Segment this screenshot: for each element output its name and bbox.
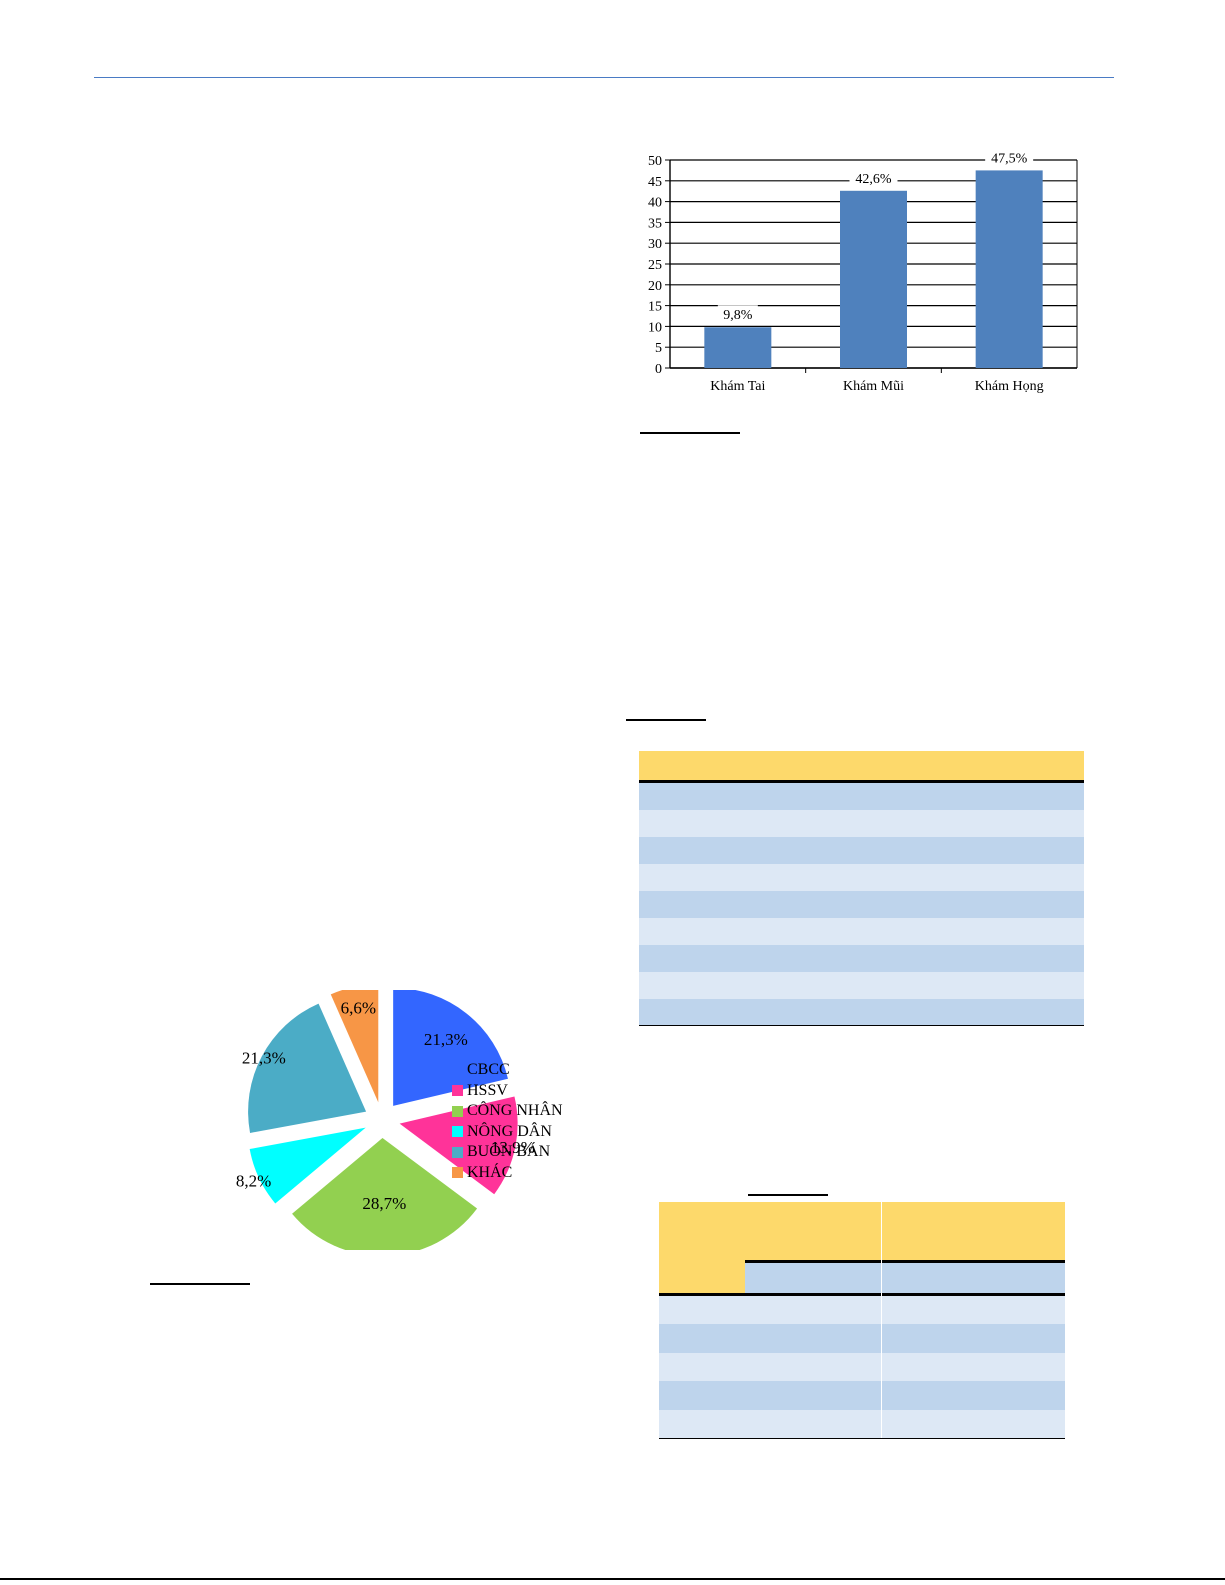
data-label: 47,5% xyxy=(991,151,1028,166)
x-tick-label: Khám Tai xyxy=(710,379,765,394)
y-tick-label: 0 xyxy=(655,362,662,377)
y-tick-label: 15 xyxy=(648,300,662,315)
y-tick-label: 10 xyxy=(648,320,662,335)
table-row xyxy=(659,1296,1065,1324)
y-tick-label: 40 xyxy=(648,196,662,211)
table-row xyxy=(639,918,1084,945)
pie-slice xyxy=(393,990,508,1106)
pie-data-label: 21,3% xyxy=(242,1048,286,1067)
footer-rule xyxy=(0,1578,1225,1580)
table-row xyxy=(639,972,1084,999)
y-tick-label: 5 xyxy=(655,341,662,356)
table-header-cell-group xyxy=(659,1202,1065,1261)
table-subheader-rule xyxy=(745,1260,1065,1263)
legend-label: BUÔN BÁN xyxy=(467,1143,551,1160)
legend-label: NÔNG DÂN xyxy=(467,1122,552,1140)
table-caption-line xyxy=(626,719,706,721)
legend-label: KHÁC xyxy=(467,1163,513,1181)
legend-item: BUÔN BÁN xyxy=(452,1142,563,1163)
table-subheader-cell xyxy=(745,1263,881,1294)
data-label-bg xyxy=(985,148,1034,167)
data-label-bg xyxy=(717,305,758,324)
table-subheader-cell xyxy=(882,1263,1065,1294)
pie-slice xyxy=(248,1003,367,1133)
legend-swatch xyxy=(452,1105,463,1117)
table-2 xyxy=(659,1202,1065,1442)
legend-swatch xyxy=(452,1085,463,1097)
table-row xyxy=(639,945,1084,972)
pie-data-label: 8,2% xyxy=(236,1171,271,1190)
x-tick-label: Khám Họng xyxy=(975,379,1044,394)
pie-chart-legend: CBCC HSSV CÔNG NHÂN NÔNG DÂN BUÔN BÁN KH… xyxy=(452,1060,563,1183)
y-tick-label: 30 xyxy=(648,237,662,252)
pie-data-label: 21,3% xyxy=(424,1030,468,1049)
pie-data-label: 28,7% xyxy=(362,1194,406,1213)
table-row xyxy=(639,783,1084,810)
bar xyxy=(975,170,1043,368)
y-tick-label: 35 xyxy=(648,216,662,231)
legend-label: CÔNG NHÂN xyxy=(467,1102,563,1119)
table-header-row xyxy=(639,751,1084,780)
pie-slice xyxy=(330,990,379,1103)
legend-swatch xyxy=(452,1146,463,1158)
legend-swatch xyxy=(452,1064,463,1076)
table-row xyxy=(639,837,1084,864)
y-tick-label: 50 xyxy=(648,154,662,169)
legend-swatch xyxy=(452,1126,463,1138)
legend-item: HSSV xyxy=(452,1081,563,1102)
table-row xyxy=(659,1324,1065,1353)
bar-chart-labels: 9,8% Khám Tai 42,6% Khám Mũi 47,5% Khám Họng xyxy=(710,148,1044,394)
table-1 xyxy=(639,751,1084,1026)
x-tick-label: Khám Mũi xyxy=(843,379,904,394)
table-caption-line xyxy=(748,1194,828,1196)
table-row xyxy=(639,810,1084,837)
data-label-bg xyxy=(849,168,898,187)
table-header-rule xyxy=(639,780,1084,783)
table-row xyxy=(639,891,1084,918)
header-rule xyxy=(94,77,1114,78)
legend-item: CÔNG NHÂN xyxy=(452,1101,563,1122)
bar-chart-bars xyxy=(704,170,1043,368)
legend-label: CBCC xyxy=(467,1061,510,1078)
y-tick-label: 45 xyxy=(648,175,662,190)
table-column-divider xyxy=(881,1202,882,1438)
table-row xyxy=(639,999,1084,1025)
figure-caption-line xyxy=(150,1283,250,1285)
table-row xyxy=(659,1381,1065,1410)
pie-chart-labels: 21,3% 13,9% 28,7% 8,2% 21,3% 6,6% xyxy=(236,999,535,1213)
legend-item: KHÁC xyxy=(452,1163,563,1184)
bar xyxy=(840,190,907,368)
pie-chart: 21,3% 13,9% 28,7% 8,2% 21,3% 6,6% xyxy=(236,990,535,1250)
y-tick-label: 25 xyxy=(648,258,662,273)
bar-chart: 0 5 10 15 20 25 30 35 40 45 50 9,8% Khám Tai 42,6% Kh… xyxy=(648,148,1078,394)
legend-swatch xyxy=(452,1167,463,1179)
table-header-rule xyxy=(659,1293,1065,1296)
legend-item: CBCC xyxy=(452,1060,563,1081)
data-label: 42,6% xyxy=(855,172,892,187)
pie-slice xyxy=(292,1137,478,1250)
pie-data-label: 6,6% xyxy=(341,999,376,1018)
y-tick-label: 20 xyxy=(648,279,662,294)
pie-slice xyxy=(249,1127,366,1204)
table-row xyxy=(659,1410,1065,1438)
pie-slice xyxy=(399,1096,518,1195)
pie-data-label: 13,9% xyxy=(491,1138,535,1157)
table-header-stub xyxy=(659,1261,745,1294)
legend-item: NÔNG DÂN xyxy=(452,1122,563,1143)
table-bottom-rule xyxy=(659,1438,1065,1439)
data-label: 9,8% xyxy=(723,308,753,323)
table-row xyxy=(639,864,1084,891)
pie-chart-slices xyxy=(248,990,518,1250)
figure-caption-line xyxy=(640,432,740,434)
legend-label: HSSV xyxy=(467,1081,508,1099)
table-bottom-rule xyxy=(639,1025,1084,1026)
bar xyxy=(704,327,772,368)
table-row xyxy=(659,1353,1065,1381)
